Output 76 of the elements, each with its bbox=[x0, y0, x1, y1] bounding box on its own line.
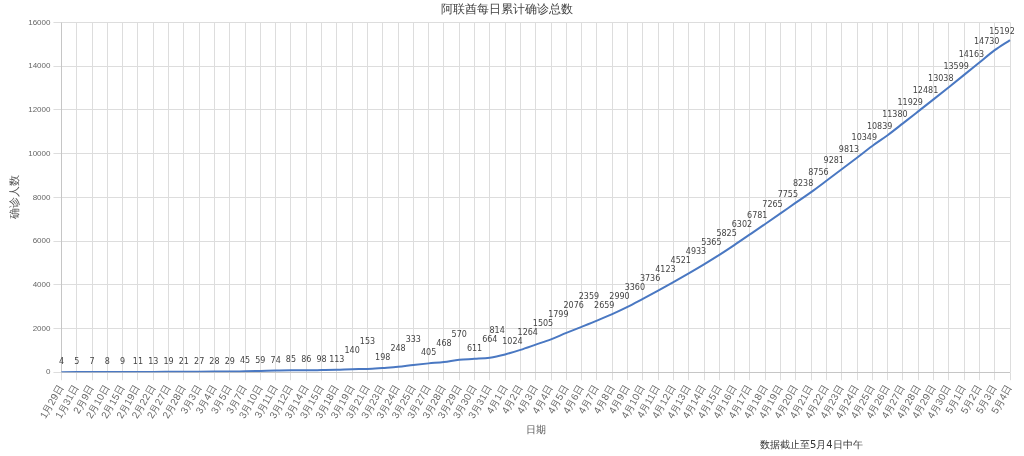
data-label: 10839 bbox=[866, 122, 893, 132]
y-tick-label: 8000 bbox=[32, 192, 51, 202]
data-label: 11 bbox=[132, 357, 144, 367]
data-label: 333 bbox=[405, 334, 421, 344]
data-label: 12481 bbox=[912, 86, 939, 96]
data-label: 570 bbox=[451, 330, 467, 340]
data-label: 74 bbox=[270, 355, 281, 365]
data-label: 4933 bbox=[685, 247, 707, 257]
data-label: 611 bbox=[466, 343, 483, 353]
data-label: 9813 bbox=[838, 144, 860, 154]
data-label: 1505 bbox=[532, 318, 554, 328]
data-label: 405 bbox=[420, 348, 437, 358]
data-label: 113 bbox=[329, 354, 345, 364]
data-label: 1799 bbox=[548, 309, 569, 319]
data-label: 7265 bbox=[762, 200, 783, 210]
data-label: 29 bbox=[224, 356, 235, 366]
data-label: 6781 bbox=[747, 211, 768, 221]
data-label: 664 bbox=[482, 334, 498, 344]
data-label: 140 bbox=[344, 345, 360, 355]
data-label: 248 bbox=[390, 343, 406, 353]
chart-title: 阿联酋每日累计确诊总数 bbox=[441, 1, 573, 16]
data-label: 45 bbox=[239, 356, 251, 366]
data-label: 4521 bbox=[670, 256, 691, 266]
data-label: 14163 bbox=[958, 49, 985, 59]
data-label: 11380 bbox=[882, 110, 908, 120]
y-axis-title: 确诊人数 bbox=[7, 175, 20, 221]
data-label: 8756 bbox=[808, 167, 829, 177]
data-label: 3736 bbox=[639, 274, 661, 284]
data-label: 7755 bbox=[777, 189, 798, 199]
data-label: 21 bbox=[178, 356, 189, 366]
x-axis-title: 日期 bbox=[525, 423, 546, 435]
data-label: 5365 bbox=[701, 238, 722, 248]
data-label: 814 bbox=[489, 325, 505, 335]
data-label: 14730 bbox=[973, 37, 1000, 47]
y-tick-label: 14000 bbox=[28, 61, 51, 71]
data-label: 27 bbox=[194, 356, 205, 366]
data-label: 19 bbox=[163, 356, 174, 366]
data-label: 5825 bbox=[716, 229, 737, 239]
data-label: 2076 bbox=[563, 300, 584, 310]
data-label: 198 bbox=[375, 352, 391, 362]
data-label: 28 bbox=[209, 356, 220, 366]
data-label: 15192 bbox=[989, 27, 1015, 37]
data-label: 13038 bbox=[928, 74, 954, 84]
y-tick-label: 12000 bbox=[28, 105, 51, 115]
data-label: 11929 bbox=[897, 98, 923, 108]
data-label: 3360 bbox=[624, 283, 645, 293]
data-label: 8238 bbox=[792, 179, 814, 189]
data-label: 10349 bbox=[851, 133, 878, 143]
y-tick-label: 16000 bbox=[28, 17, 51, 27]
data-label: 6302 bbox=[731, 220, 753, 230]
data-label: 1264 bbox=[517, 327, 538, 337]
data-label: 5 bbox=[74, 357, 80, 367]
y-tick-label: 6000 bbox=[32, 236, 51, 246]
data-label: 86 bbox=[301, 355, 312, 365]
data-label: 4 bbox=[58, 357, 64, 367]
data-label: 85 bbox=[285, 355, 297, 365]
data-label: 2990 bbox=[609, 292, 630, 302]
data-label: 1024 bbox=[502, 336, 523, 346]
data-label: 4123 bbox=[655, 265, 676, 275]
data-label: 2359 bbox=[578, 291, 600, 301]
data-label: 13599 bbox=[943, 61, 969, 71]
data-label: 153 bbox=[359, 336, 376, 346]
data-label: 9281 bbox=[823, 156, 844, 166]
data-label: 2659 bbox=[594, 301, 615, 311]
data-label: 98 bbox=[316, 355, 327, 365]
data-label: 59 bbox=[255, 356, 266, 366]
data-label: 13 bbox=[148, 357, 159, 367]
data-label: 7 bbox=[89, 357, 95, 367]
y-tick-label: 0 bbox=[45, 367, 51, 377]
text: 数据截止至5月4日中午 bbox=[760, 438, 863, 452]
y-tick-label: 4000 bbox=[32, 279, 51, 289]
data-label: 9 bbox=[120, 357, 126, 367]
data-label: 8 bbox=[104, 357, 110, 367]
y-tick-label: 2000 bbox=[32, 323, 51, 333]
data-label: 468 bbox=[436, 339, 452, 349]
y-tick-label: 10000 bbox=[28, 148, 51, 158]
